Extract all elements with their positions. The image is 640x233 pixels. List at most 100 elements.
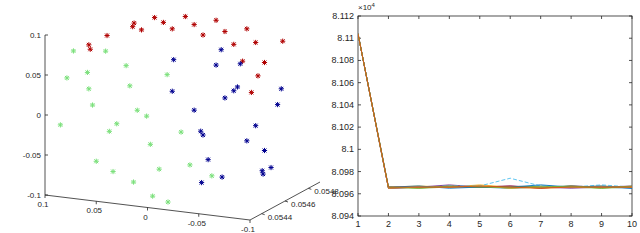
point: [199, 180, 204, 185]
point: [209, 173, 214, 178]
y-tick: [629, 127, 632, 128]
point: [114, 121, 119, 126]
x-tick: [198, 214, 199, 217]
x-tick-label: 1: [355, 219, 360, 229]
y-tick-label: 8.1: [341, 144, 354, 154]
point: [64, 75, 69, 80]
x-tick: [250, 220, 251, 223]
point: [144, 114, 149, 119]
y-tick: [358, 16, 361, 17]
point: [161, 20, 166, 25]
point: [206, 157, 211, 162]
point: [219, 47, 224, 52]
point: [165, 72, 170, 77]
x-tick: [601, 213, 602, 216]
point: [187, 162, 192, 167]
y-tick: [358, 216, 361, 217]
point: [192, 108, 197, 113]
point: [58, 122, 63, 127]
x-tick: [540, 16, 541, 19]
point: [279, 86, 284, 91]
point: [213, 18, 218, 23]
point: [94, 159, 99, 164]
y-tick-label: 0.0546: [291, 200, 316, 209]
y-tick: [308, 188, 311, 189]
x-tick: [510, 16, 511, 19]
point: [222, 95, 227, 100]
z-tick: [45, 115, 48, 116]
y-tick-label: 8.098: [331, 167, 354, 177]
point: [262, 60, 267, 65]
plot-frame: [358, 16, 632, 216]
series-line: [358, 34, 632, 188]
series-line: [358, 34, 632, 187]
series-line: [358, 34, 632, 188]
z-tick: [45, 75, 48, 76]
series-line: [358, 34, 632, 188]
y-tick: [358, 149, 361, 150]
x-tick-label: 2: [386, 219, 391, 229]
z-tick: [45, 195, 48, 196]
point: [157, 167, 162, 172]
x-tick-label: -0.1: [241, 225, 255, 233]
y-tick-label: 8.094: [331, 211, 354, 221]
y-tick: [358, 193, 361, 194]
z-tick-label: -0.05: [23, 151, 42, 160]
point: [170, 89, 175, 94]
y-tick: [629, 216, 632, 217]
z-tick-label: 0: [37, 111, 42, 120]
point: [260, 168, 265, 173]
x-tick: [449, 16, 450, 19]
point: [280, 39, 285, 44]
x-tick: [479, 213, 480, 216]
point: [90, 102, 95, 107]
y-tick-label: 8.106: [331, 78, 354, 88]
point: [244, 138, 249, 143]
point: [268, 165, 273, 170]
x-tick: [510, 213, 511, 216]
point: [249, 90, 254, 95]
y-tick: [358, 171, 361, 172]
y-tick: [629, 193, 632, 194]
point: [86, 86, 91, 91]
x-tick: [418, 213, 419, 216]
point: [235, 84, 240, 89]
y-multiplier-base: ×10: [358, 3, 372, 12]
point: [213, 62, 218, 67]
y-tick: [629, 171, 632, 172]
series-line: [358, 34, 632, 188]
x-tick: [601, 16, 602, 19]
y-tick: [629, 82, 632, 83]
series-line: [358, 34, 632, 188]
x-tick: [571, 213, 572, 216]
x-tick: [479, 16, 480, 19]
x-tick: [632, 16, 633, 19]
x-tick-label: 10: [627, 219, 637, 229]
line-axes: 123456789108.0948.0968.0988.18.1028.1048…: [331, 2, 637, 229]
point: [103, 49, 108, 54]
x-tick-label: 0.05: [86, 206, 102, 215]
y-tick: [262, 214, 265, 215]
y-tick-label: 8.112: [332, 11, 354, 21]
x-tick: [418, 16, 419, 19]
x-tick-label: 4: [447, 219, 452, 229]
x-tick: [571, 16, 572, 19]
x-tick: [449, 213, 450, 216]
x-tick: [96, 201, 97, 204]
point: [219, 174, 224, 179]
point: [170, 26, 175, 31]
x-tick-label: 7: [538, 219, 543, 229]
x-tick-label: 5: [477, 219, 482, 229]
y-multiplier: ×104: [358, 2, 376, 12]
y-multiplier-exponent: 4: [372, 2, 376, 8]
point: [275, 102, 280, 107]
point: [148, 142, 153, 147]
y-tick: [629, 38, 632, 39]
point: [231, 42, 236, 47]
point: [104, 33, 109, 38]
point: [244, 26, 249, 31]
series-line: [358, 34, 632, 188]
x-tick-label: 9: [599, 219, 604, 229]
x-tick-label: 0.1: [37, 200, 49, 209]
point: [71, 48, 76, 53]
